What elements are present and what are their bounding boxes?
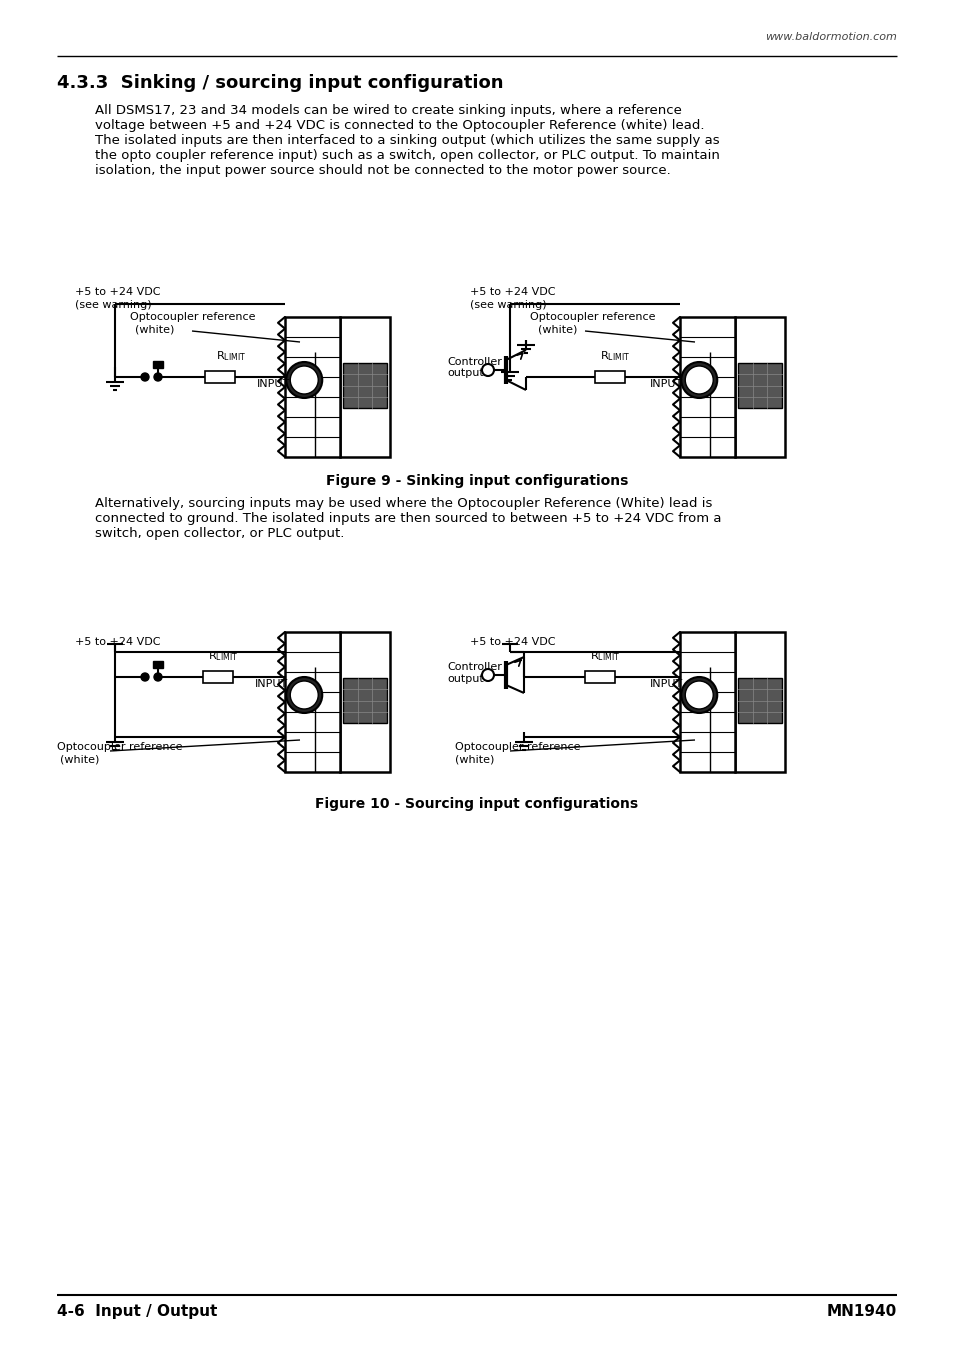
Text: (white): (white): [135, 324, 174, 334]
Circle shape: [153, 673, 162, 681]
Bar: [734, 631, 784, 772]
Text: Optocoupler reference: Optocoupler reference: [130, 312, 255, 322]
Text: R$_\mathregular{LIMIT}$: R$_\mathregular{LIMIT}$: [208, 649, 238, 662]
Text: INPUT: INPUT: [254, 679, 288, 690]
Bar: [152, 661, 163, 668]
Bar: [339, 316, 390, 457]
Text: INPUT: INPUT: [649, 679, 682, 690]
Bar: [595, 370, 624, 383]
Text: (see warning): (see warning): [75, 300, 152, 310]
Text: +5 to +24 VDC: +5 to +24 VDC: [75, 287, 160, 297]
Text: 4.3.3  Sinking / sourcing input configuration: 4.3.3 Sinking / sourcing input configura…: [57, 74, 503, 92]
Bar: [679, 316, 734, 457]
Text: Figure 10 - Sourcing input configurations: Figure 10 - Sourcing input configuration…: [315, 796, 638, 811]
Text: output: output: [447, 675, 483, 684]
Bar: [203, 671, 233, 683]
Circle shape: [481, 669, 494, 681]
Text: www.baldormotion.com: www.baldormotion.com: [764, 32, 896, 42]
Bar: [152, 361, 163, 368]
Circle shape: [290, 681, 318, 708]
Text: Figure 9 - Sinking input configurations: Figure 9 - Sinking input configurations: [326, 475, 627, 488]
Bar: [205, 370, 234, 383]
Text: (white): (white): [60, 754, 99, 764]
Text: Controller: Controller: [447, 357, 501, 366]
Text: Optocoupler reference: Optocoupler reference: [530, 312, 655, 322]
Text: R$_\mathregular{LIMIT}$: R$_\mathregular{LIMIT}$: [599, 349, 630, 362]
Circle shape: [153, 373, 162, 381]
Text: Controller: Controller: [447, 662, 501, 672]
Bar: [584, 671, 615, 683]
Circle shape: [680, 677, 717, 713]
Text: +5 to +24 VDC: +5 to +24 VDC: [470, 287, 555, 297]
Bar: [339, 631, 390, 772]
Text: 4-6  Input / Output: 4-6 Input / Output: [57, 1303, 217, 1320]
Circle shape: [684, 366, 713, 393]
Text: Optocoupler reference: Optocoupler reference: [455, 742, 579, 752]
Circle shape: [286, 677, 322, 713]
Bar: [679, 631, 734, 772]
Circle shape: [290, 366, 318, 393]
Bar: [343, 679, 387, 723]
Text: R$_\mathregular{LIMIT}$: R$_\mathregular{LIMIT}$: [589, 649, 619, 662]
Text: +5 to +24 VDC: +5 to +24 VDC: [470, 637, 555, 648]
Text: INPUT: INPUT: [649, 379, 682, 389]
Text: (see warning): (see warning): [470, 300, 546, 310]
Circle shape: [286, 362, 322, 397]
Circle shape: [684, 681, 713, 708]
Text: Alternatively, sourcing inputs may be used where the Optocoupler Reference (Whit: Alternatively, sourcing inputs may be us…: [95, 498, 720, 539]
Text: MN1940: MN1940: [826, 1303, 896, 1320]
Bar: [738, 679, 781, 723]
Text: INPUT: INPUT: [256, 379, 290, 389]
Circle shape: [141, 673, 149, 681]
Text: output: output: [447, 368, 483, 379]
Bar: [734, 316, 784, 457]
Circle shape: [481, 364, 494, 376]
Circle shape: [680, 362, 717, 397]
Bar: [285, 316, 339, 457]
Bar: [738, 364, 781, 408]
Text: (white): (white): [455, 754, 495, 764]
Text: All DSMS17, 23 and 34 models can be wired to create sinking inputs, where a refe: All DSMS17, 23 and 34 models can be wire…: [95, 104, 720, 177]
Bar: [343, 364, 387, 408]
Circle shape: [141, 373, 149, 381]
Text: R$_\mathregular{LIMIT}$: R$_\mathregular{LIMIT}$: [215, 349, 246, 362]
Text: +5 to +24 VDC: +5 to +24 VDC: [75, 637, 160, 648]
Bar: [285, 631, 339, 772]
Text: Optocoupler reference: Optocoupler reference: [57, 742, 182, 752]
Text: (white): (white): [537, 324, 578, 334]
